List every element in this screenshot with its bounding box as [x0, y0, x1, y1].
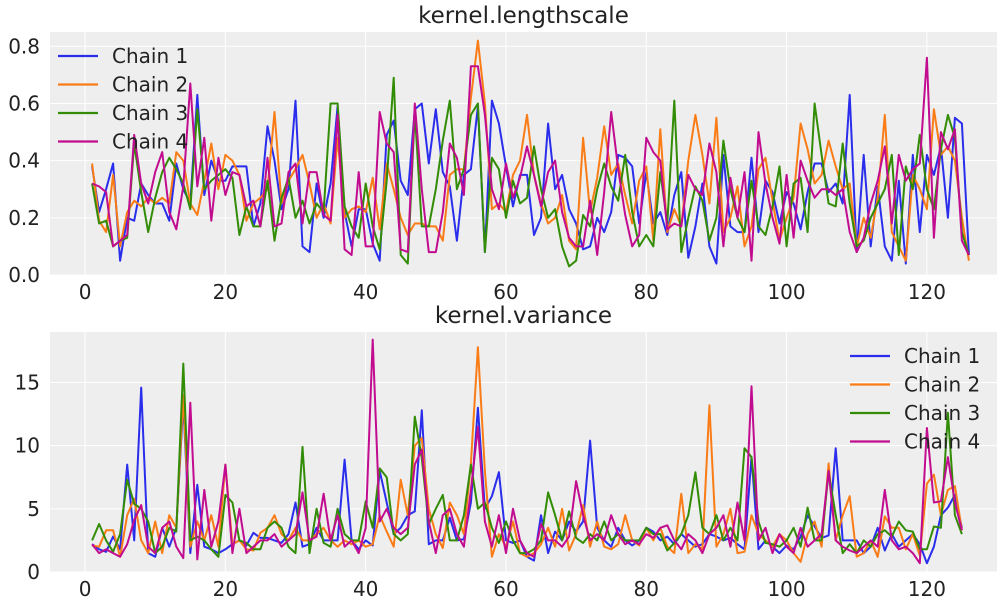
- legend-label: Chain 1: [112, 44, 188, 68]
- x-tick-label: 20: [213, 577, 238, 600]
- y-tick-label: 0.4: [8, 149, 40, 173]
- y-tick-label: 0.2: [8, 206, 40, 230]
- x-tick-label: 20: [213, 280, 238, 304]
- legend-label: Chain 2: [112, 73, 188, 97]
- legend-label: Chain 4: [112, 130, 188, 154]
- legend-label: Chain 2: [904, 373, 980, 397]
- x-tick-label: 40: [353, 280, 378, 304]
- x-tick-label: 60: [493, 280, 518, 304]
- x-tick-label: 80: [634, 280, 659, 304]
- x-tick-label: 100: [767, 280, 805, 304]
- x-tick-label: 60: [493, 577, 518, 600]
- series-line-chain-3: [91, 76, 970, 268]
- series-line-chain-2: [91, 346, 963, 563]
- y-tick-label: 0.0: [8, 263, 40, 287]
- chart-title: kernel.variance: [435, 303, 612, 329]
- x-tick-label: 120: [908, 280, 946, 304]
- legend-label: Chain 1: [904, 344, 980, 368]
- x-tick-label: 40: [353, 577, 378, 600]
- y-tick-label: 5: [27, 497, 40, 521]
- x-tick-label: 0: [79, 577, 92, 600]
- plot-area: [50, 32, 997, 275]
- x-tick-label: 0: [79, 280, 92, 304]
- legend-label: Chain 4: [904, 430, 980, 454]
- y-tick-label: 0.6: [8, 91, 40, 115]
- series-line-chain-4: [91, 338, 963, 565]
- chart-title: kernel.lengthscale: [418, 3, 629, 29]
- y-tick-label: 15: [15, 371, 40, 395]
- x-tick-label: 80: [634, 577, 659, 600]
- lengthscale-panel: 0 20 40 60 80 100 120 0.0 0.2 0.4 0.6 0.8 kernel.len…: [8, 3, 997, 304]
- y-tick-label: 10: [15, 434, 40, 458]
- variance-panel: 0 20 40 60 80 100 120 0 5 10 15 kernel.variance Chai…: [15, 303, 997, 600]
- legend: Chain 1 Chain 2 Chain 3 Chain 4: [850, 344, 980, 454]
- y-tick-label: 0: [27, 560, 40, 584]
- legend: Chain 1 Chain 2 Chain 3 Chain 4: [58, 44, 188, 154]
- series-line-chain-4: [91, 56, 970, 262]
- y-tick-label: 0.8: [8, 34, 40, 58]
- legend-label: Chain 3: [904, 401, 980, 425]
- legend-label: Chain 3: [112, 101, 188, 125]
- x-tick-label: 120: [908, 577, 946, 600]
- x-tick-label: 100: [767, 577, 805, 600]
